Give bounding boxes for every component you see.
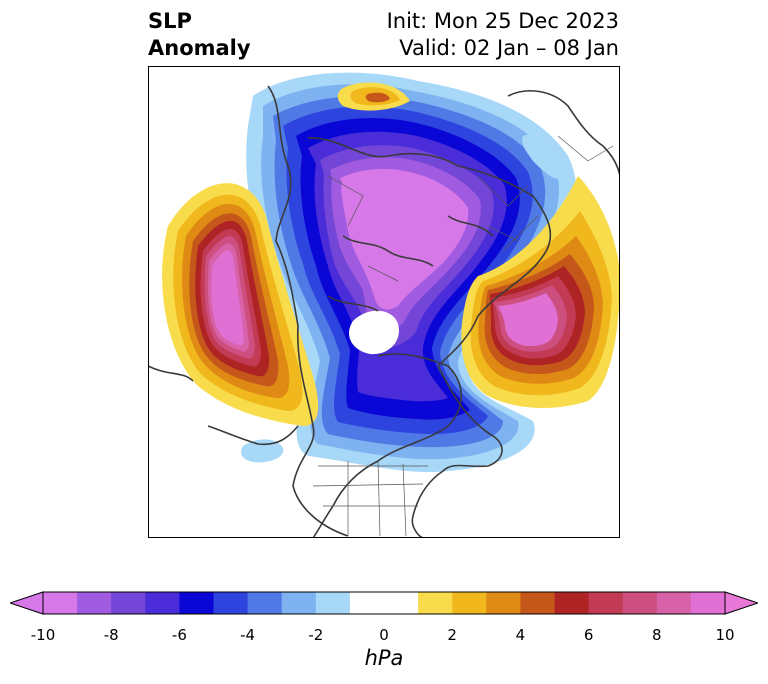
colorbar-cell [315, 592, 351, 614]
positive-anomaly-east [461, 176, 620, 408]
colorbar-cell [179, 592, 214, 614]
colorbar-tick-label: 4 [515, 626, 526, 644]
colorbar-cell [690, 592, 726, 614]
colorbar-tick-label: 0 [379, 626, 389, 644]
plot-title: SLP Anomaly [148, 8, 251, 62]
colorbar-tick-label: 6 [583, 626, 594, 644]
colorbar-under-arrow [10, 591, 44, 615]
colorbar-cell [111, 592, 146, 614]
colorbar-tick-label: -6 [171, 626, 187, 644]
colorbar [10, 591, 758, 615]
init-date-label: Init: Mon 25 Dec 2023 [386, 9, 619, 33]
colorbar-cell [384, 592, 419, 614]
colorbar-cell [77, 592, 112, 614]
colorbar-cell [452, 592, 487, 614]
colorbar-over-arrow [724, 591, 758, 615]
colorbar-unit-label: hPa [364, 646, 404, 670]
colorbar-tick-label: -4 [240, 626, 256, 644]
colorbar-cell [656, 592, 692, 614]
colorbar-cell [588, 592, 624, 614]
colorbar-cell [213, 592, 249, 614]
colorbar-tick-label: 2 [447, 626, 457, 644]
colorbar-tick-label: 8 [652, 626, 662, 644]
colorbar-cell [281, 592, 317, 614]
country-borders [312, 135, 614, 537]
valid-range-label: Valid: 02 Jan – 08 Jan [399, 36, 619, 60]
colorbar-tick-label: -2 [308, 626, 324, 644]
colorbar-cell [145, 592, 180, 614]
colorbar-cell [486, 592, 521, 614]
map-border [148, 66, 620, 538]
title-line-1: SLP [148, 9, 192, 33]
colorbar-cell [43, 592, 78, 614]
colorbar-cell [418, 592, 453, 614]
colorbar-frame [42, 591, 726, 615]
anomaly-map [148, 66, 620, 538]
colorbar-cell [349, 592, 385, 614]
colorbar-cell [622, 592, 658, 614]
positive-anomaly-west [162, 183, 319, 426]
title-line-2: Anomaly [148, 36, 251, 60]
valid-time-label: Init: Mon 25 Dec 2023 Valid: 02 Jan – 08… [387, 8, 619, 62]
negative-anomaly-region [241, 72, 577, 473]
colorbar-tick-label: 10 [715, 626, 735, 644]
colorbar-tick-label: -10 [30, 626, 56, 644]
colorbar-cell [554, 592, 590, 614]
colorbar-cell [520, 592, 555, 614]
colorbar-cell [247, 592, 283, 614]
colorbar-tick-label: -8 [103, 626, 119, 644]
positive-anomaly-north [337, 82, 410, 111]
